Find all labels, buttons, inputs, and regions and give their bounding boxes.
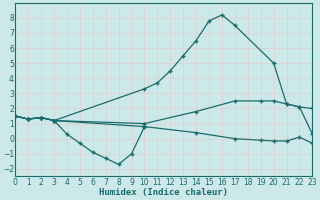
X-axis label: Humidex (Indice chaleur): Humidex (Indice chaleur)	[99, 188, 228, 197]
